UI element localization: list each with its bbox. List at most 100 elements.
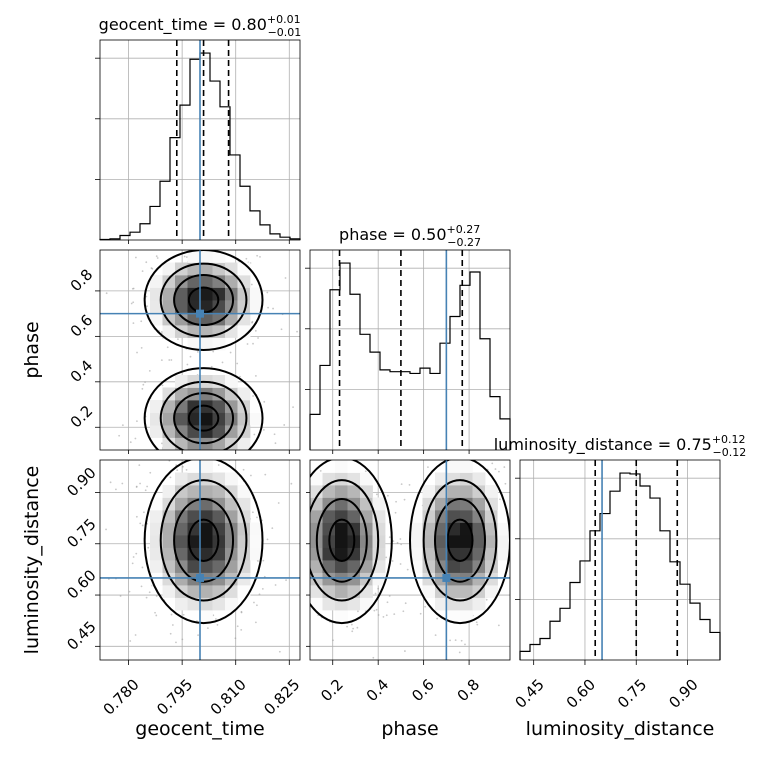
title-minus-error: −0.12 [713, 446, 747, 459]
density-cell [485, 572, 498, 586]
joint-geocent_time-luminosity_distance [99, 459, 301, 682]
density-cell [447, 585, 461, 598]
sample-point [511, 594, 513, 596]
sample-point [170, 613, 173, 616]
density-cell [225, 535, 238, 548]
sample-point [176, 469, 179, 472]
sample-point [460, 639, 463, 642]
sample-point [266, 291, 269, 294]
density-cell [435, 522, 448, 536]
density-cell [460, 560, 473, 573]
y-tick-label: 0.45 [63, 618, 99, 654]
density-cell [410, 547, 423, 561]
sample-point [160, 359, 163, 362]
sample-point [91, 264, 93, 266]
density-cell [187, 287, 201, 301]
density-cell [150, 275, 163, 288]
sample-point [236, 362, 239, 365]
joint-plot-area [100, 460, 300, 682]
density-cell [225, 325, 238, 338]
density-cell [162, 300, 176, 313]
density-cell [460, 547, 473, 561]
y-tick-label: 0.90 [63, 464, 99, 500]
sample-point [172, 453, 174, 455]
density-cell [200, 560, 213, 573]
sample-point [319, 470, 322, 472]
sample-point [274, 584, 277, 586]
density-cell [212, 510, 226, 523]
sample-point [161, 384, 164, 387]
sample-point [249, 455, 251, 457]
sample-point [147, 546, 150, 549]
sample-point [375, 493, 378, 496]
density-cell [175, 312, 188, 326]
density-cell [225, 472, 238, 486]
density-cell [162, 412, 176, 426]
density-cell [447, 460, 461, 473]
sample-point [392, 540, 395, 543]
sample-point [109, 481, 112, 484]
density-cell [310, 585, 323, 598]
density-cell [322, 460, 336, 473]
sample-point [142, 383, 145, 386]
sample-point [443, 408, 445, 410]
sample-point [278, 490, 280, 492]
sample-point [135, 552, 138, 555]
sample-point [256, 254, 259, 257]
density-cell [372, 497, 386, 511]
sample-point [212, 451, 214, 453]
density-cell [460, 585, 473, 598]
sample-point [217, 464, 220, 466]
sample-point [385, 455, 387, 457]
density-cell [237, 572, 251, 586]
sample-point [155, 255, 158, 258]
sample-point [252, 395, 254, 397]
truth-marker [196, 573, 204, 582]
sample-point [488, 436, 490, 438]
sample-point [166, 346, 169, 349]
sample-point [543, 559, 545, 561]
contour-level [143, 460, 264, 625]
sample-point [221, 361, 224, 364]
sample-point [138, 464, 141, 467]
marginal-title-phase: phase = 0.50+0.27 −0.27 [339, 223, 481, 249]
sample-point [148, 591, 151, 594]
density-cell [150, 547, 163, 561]
joint-plot-area [297, 408, 545, 660]
sample-point [301, 519, 303, 521]
density-cell [150, 400, 163, 413]
sample-point [297, 530, 299, 532]
sample-point [132, 322, 135, 325]
sample-point [332, 639, 334, 642]
sample-point [141, 524, 144, 527]
sample-point [256, 516, 258, 519]
density-cell [360, 597, 373, 611]
density-cell [225, 597, 238, 611]
sample-point [236, 625, 239, 628]
sample-point [212, 680, 214, 682]
sample-point [196, 620, 198, 622]
density-cell [472, 597, 486, 611]
sample-point [168, 359, 171, 361]
density-cell [360, 485, 373, 498]
x-tick-label: 0.90 [665, 675, 701, 711]
density-cell [360, 572, 373, 586]
y-tick-label: 0.75 [63, 515, 99, 551]
sample-point [497, 624, 500, 627]
sample-point [105, 528, 107, 531]
sample-point [230, 455, 232, 457]
sample-point [475, 621, 478, 624]
truth-marker [196, 309, 204, 318]
sample-point [254, 329, 257, 332]
axes-frame [99, 249, 301, 451]
sample-point [215, 618, 217, 620]
density-cell [335, 572, 348, 586]
truth-marker [442, 573, 451, 582]
marginal-luminosity_distance: luminosity_distance = 0.75+0.12 −0.12 [494, 433, 747, 661]
sample-point [140, 346, 143, 349]
density-cell [460, 610, 473, 623]
sample-point [302, 551, 304, 553]
sample-point [304, 605, 306, 607]
axes-frame [99, 459, 301, 661]
sample-point [154, 611, 156, 614]
